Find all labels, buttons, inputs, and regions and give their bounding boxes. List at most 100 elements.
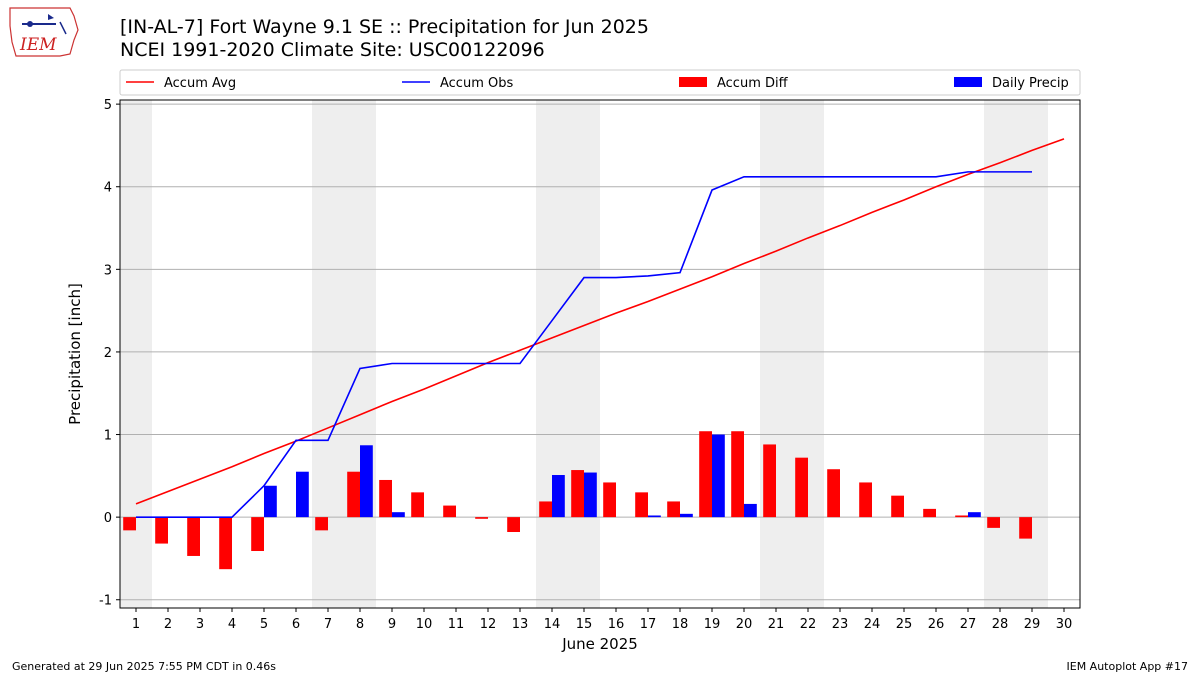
accum-diff-bar <box>891 495 904 518</box>
accum-diff-bar <box>443 505 456 518</box>
x-tick-label: 28 <box>992 617 1009 632</box>
x-tick-label: 20 <box>736 617 753 632</box>
svg-text:IEM: IEM <box>19 35 57 55</box>
daily-precip-bar <box>648 515 661 518</box>
x-tick-label: 24 <box>864 617 881 632</box>
legend-item-accum-avg-label: Accum Avg <box>164 76 236 91</box>
x-tick-label: 18 <box>672 617 689 632</box>
weekend-band <box>984 100 1048 608</box>
x-tick-label: 14 <box>544 617 561 632</box>
x-tick-label: 7 <box>324 617 332 632</box>
x-tick-label: 4 <box>228 617 236 632</box>
accum-diff-bar <box>827 469 840 518</box>
accum-diff-bar <box>763 444 776 518</box>
daily-precip-bar <box>552 475 565 518</box>
legend-item-accum-diff-swatch <box>679 77 707 87</box>
x-tick-label: 1 <box>132 617 140 632</box>
x-tick-label: 3 <box>196 617 204 632</box>
chart-subtitle: NCEI 1991-2020 Climate Site: USC00122096 <box>120 39 545 61</box>
chart-title: [IN-AL-7] Fort Wayne 9.1 SE :: Precipita… <box>120 16 649 38</box>
legend-item-accum-obs-label: Accum Obs <box>440 76 513 91</box>
y-tick-label: 4 <box>104 181 112 196</box>
weekend-band <box>760 100 824 608</box>
y-tick-label: -1 <box>99 594 112 609</box>
autoplot-app-label: IEM Autoplot App #17 <box>1066 660 1189 673</box>
weekend-band <box>120 100 152 608</box>
daily-precip-bar <box>296 471 309 518</box>
accum-diff-bar <box>123 517 136 531</box>
accum-diff-bar <box>603 482 616 518</box>
accum-diff-bar <box>699 431 712 518</box>
daily-precip-bar <box>968 512 981 518</box>
accum-diff-bar <box>187 517 200 556</box>
x-tick-label: 11 <box>448 617 465 632</box>
plot-frame <box>119 99 1081 609</box>
accum-diff-bar <box>219 517 232 570</box>
x-tick-label: 26 <box>928 617 945 632</box>
legend-item-daily-precip-swatch <box>954 77 982 87</box>
daily-precip-bar <box>712 434 725 518</box>
daily-precip-bar <box>584 472 597 518</box>
x-tick-label: 27 <box>960 617 977 632</box>
x-tick-label: 22 <box>800 617 817 632</box>
legend-item-daily-precip-label: Daily Precip <box>992 76 1069 91</box>
accum-diff-bar <box>923 508 936 518</box>
x-tick-label: 19 <box>704 617 721 632</box>
y-tick-label: 0 <box>104 511 112 526</box>
x-tick-label: 5 <box>260 617 268 632</box>
weekend-band <box>312 100 376 608</box>
accum-diff-bar <box>315 517 328 531</box>
x-tick-label: 10 <box>416 617 433 632</box>
accum-diff-bar <box>859 482 872 518</box>
y-tick-label: 5 <box>104 98 112 113</box>
x-tick-label: 2 <box>164 617 172 632</box>
x-tick-label: 16 <box>608 617 625 632</box>
accum-diff-bar <box>539 501 552 518</box>
daily-precip-bar <box>680 513 693 518</box>
accum-diff-bar <box>731 431 744 518</box>
accum-diff-bar <box>475 517 488 519</box>
x-tick-label: 13 <box>512 617 529 632</box>
y-axis-label: Precipitation [inch] <box>66 283 84 425</box>
accum-diff-bar <box>347 471 360 518</box>
accum-diff-bar <box>635 492 648 518</box>
daily-precip-bar <box>744 503 757 518</box>
x-tick-label: 12 <box>480 617 497 632</box>
y-tick-label: 1 <box>104 429 112 444</box>
x-tick-label: 9 <box>388 617 396 632</box>
x-tick-label: 8 <box>356 617 364 632</box>
daily-precip-bar <box>360 445 373 518</box>
accum-diff-bar <box>795 457 808 518</box>
y-tick-label: 2 <box>104 346 112 361</box>
accum-diff-bar <box>667 501 680 518</box>
weekend-band <box>536 100 600 608</box>
x-tick-label: 6 <box>292 617 300 632</box>
iem-logo: IEM <box>8 6 82 62</box>
x-tick-label: 21 <box>768 617 785 632</box>
x-tick-label: 23 <box>832 617 849 632</box>
accum-diff-bar <box>507 517 520 533</box>
x-axis-label: June 2025 <box>561 635 638 653</box>
x-tick-label: 15 <box>576 617 593 632</box>
y-tick-label: 3 <box>104 263 112 278</box>
accum-obs-line <box>136 171 1032 518</box>
daily-precip-bar <box>264 485 277 518</box>
accum-diff-bar <box>1019 517 1032 539</box>
accum-diff-bar <box>987 517 1000 528</box>
x-tick-label: 30 <box>1056 617 1073 632</box>
accum-diff-bar <box>155 517 168 544</box>
accum-diff-bar <box>379 479 392 518</box>
legend-item-accum-diff-label: Accum Diff <box>717 76 789 91</box>
accum-diff-bar <box>251 517 264 552</box>
accum-diff-bar <box>955 515 968 518</box>
generated-timestamp: Generated at 29 Jun 2025 7:55 PM CDT in … <box>12 660 277 673</box>
daily-precip-bar <box>392 512 405 518</box>
accum-avg-line <box>135 138 1065 505</box>
x-tick-label: 25 <box>896 617 913 632</box>
accum-diff-bar <box>571 470 584 518</box>
accum-diff-bar <box>411 492 424 518</box>
x-tick-label: 17 <box>640 617 657 632</box>
legend-box <box>119 69 1081 96</box>
x-tick-label: 29 <box>1024 617 1041 632</box>
